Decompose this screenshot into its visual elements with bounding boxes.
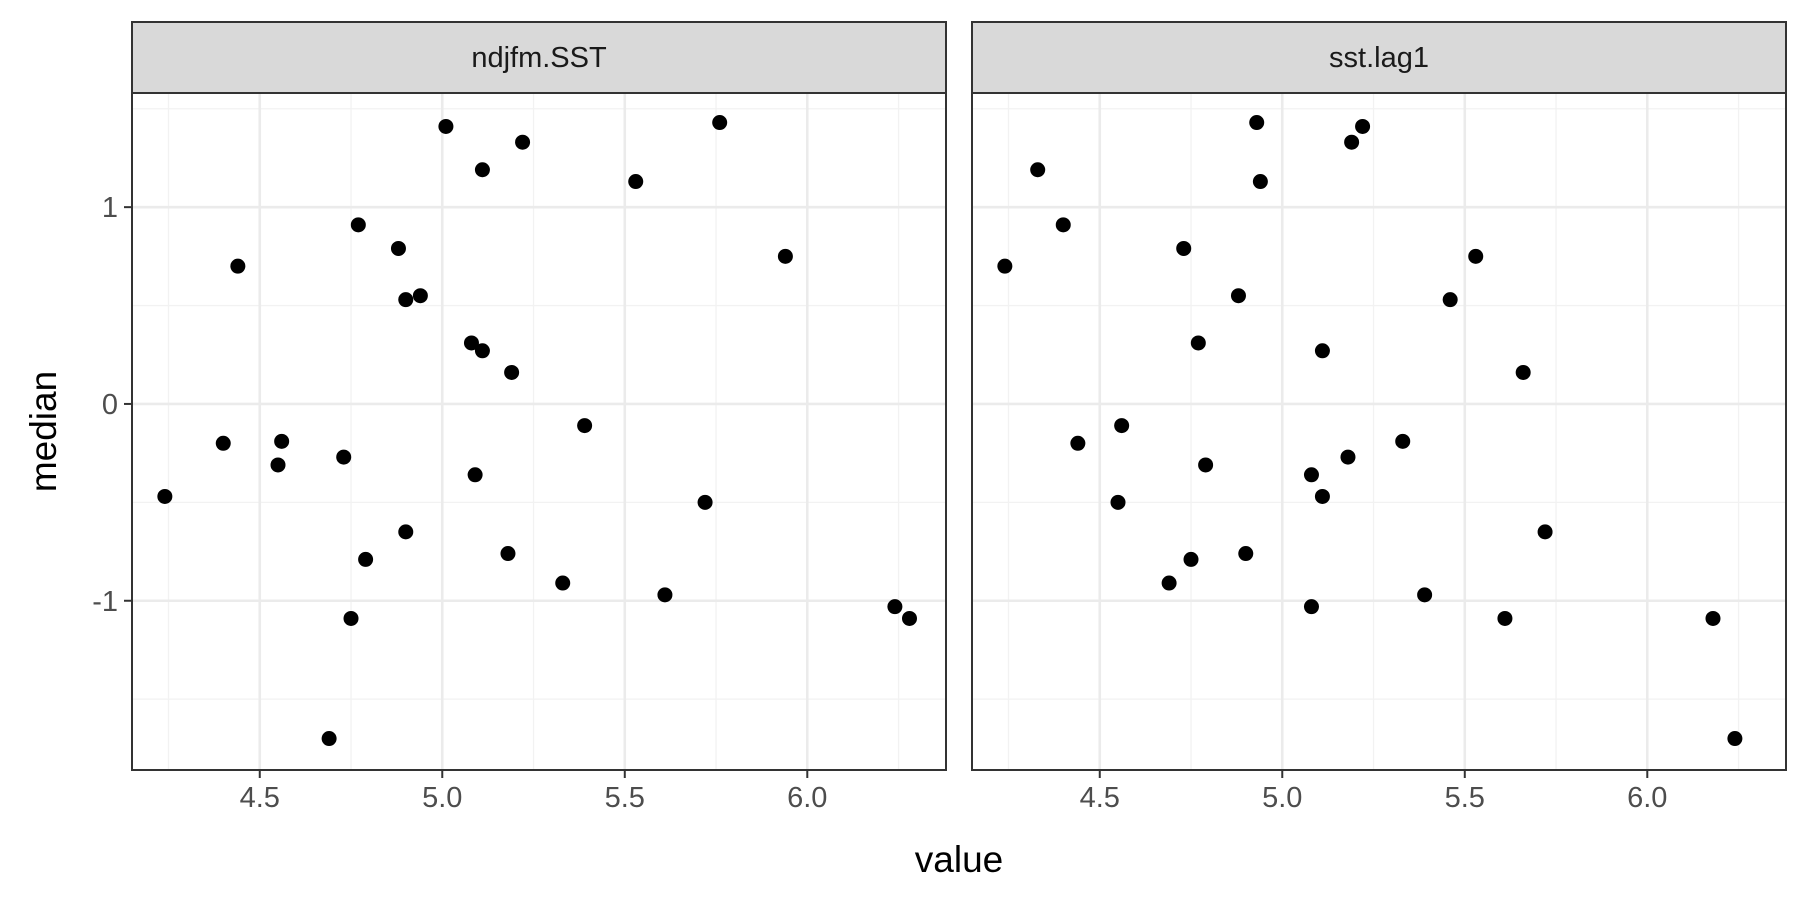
data-point (997, 258, 1013, 274)
data-point (1497, 610, 1513, 626)
data-point (467, 467, 483, 483)
data-point (1230, 288, 1246, 304)
data-point (358, 551, 374, 567)
y-axis: -1 0 1 (92, 192, 132, 618)
data-point (215, 435, 231, 451)
data-point (1468, 248, 1484, 264)
data-point (1340, 449, 1356, 465)
data-point (1303, 467, 1319, 483)
x-axis-title: value (915, 839, 1003, 880)
data-point (1442, 292, 1458, 308)
data-point (1314, 343, 1330, 359)
data-point (1249, 115, 1265, 131)
data-point (270, 457, 286, 473)
facet-strip-ndjfm-sst (131, 21, 947, 94)
data-point (1070, 435, 1086, 451)
data-point (887, 599, 903, 615)
panel-gridlines (972, 93, 1786, 770)
data-point (1176, 240, 1192, 256)
data-point (777, 248, 793, 264)
data-point (500, 546, 516, 562)
data-point (474, 162, 490, 178)
data-point (901, 610, 917, 626)
facet-panel-sst-lag1: sst.lag1 (971, 21, 1787, 771)
x-tick-label: 5.0 (422, 782, 462, 814)
data-point (1705, 610, 1721, 626)
data-point (1161, 575, 1177, 591)
data-point (157, 488, 173, 504)
data-point (1314, 488, 1330, 504)
y-tick-label: -1 (92, 586, 118, 618)
facet-label-ndjfm-sst: ndjfm.SST (471, 42, 607, 74)
data-point (412, 288, 428, 304)
data-point (398, 524, 414, 540)
x-tick-label: 4.5 (240, 782, 280, 814)
panel-gridlines (132, 93, 946, 770)
x-tick-label: 6.0 (787, 782, 827, 814)
data-point (463, 335, 479, 351)
data-point (1252, 174, 1268, 190)
data-point (1190, 335, 1206, 351)
data-point (1183, 551, 1199, 567)
y-axis-title: median (23, 371, 64, 492)
data-point (657, 587, 673, 603)
data-point (577, 418, 593, 434)
data-point (515, 134, 531, 150)
x-tick-label: 5.5 (605, 782, 645, 814)
y-tick-label: 0 (102, 389, 118, 421)
x-axis-sst-lag1: 4.5 5.0 5.5 6.0 (1080, 770, 1667, 814)
data-point (274, 433, 290, 449)
x-axis-ndjfm-sst: 4.5 5.0 5.5 6.0 (240, 770, 827, 814)
data-point (1238, 546, 1254, 562)
x-tick-label: 4.5 (1080, 782, 1120, 814)
data-point (1537, 524, 1553, 540)
data-point (1727, 731, 1743, 747)
facet-panel-ndjfm-sst: ndjfm.SST (131, 21, 947, 771)
data-point (1055, 217, 1071, 233)
points-ndjfm-sst (157, 115, 917, 747)
data-point (628, 174, 644, 190)
x-tick-label: 5.5 (1445, 782, 1485, 814)
x-tick-label: 5.0 (1262, 782, 1302, 814)
panel-background (972, 93, 1786, 770)
data-point (1198, 457, 1214, 473)
data-point (343, 610, 359, 626)
data-point (1417, 587, 1433, 603)
y-tick-label: 1 (102, 192, 118, 224)
data-point (438, 118, 454, 134)
data-point (1114, 418, 1130, 434)
data-point (230, 258, 246, 274)
data-point (1515, 364, 1531, 380)
data-point (1355, 118, 1371, 134)
data-point (697, 494, 713, 510)
facet-strip-sst-lag1 (971, 21, 1787, 94)
data-point (1344, 134, 1360, 150)
data-point (474, 343, 490, 359)
data-point (390, 240, 406, 256)
data-point (1030, 162, 1046, 178)
data-point (504, 364, 520, 380)
data-point (1395, 433, 1411, 449)
facet-label-sst-lag1: sst.lag1 (1329, 42, 1429, 74)
data-point (1110, 494, 1126, 510)
data-point (336, 449, 352, 465)
data-point (555, 575, 571, 591)
data-point (321, 731, 337, 747)
points-sst-lag1 (997, 115, 1743, 747)
data-point (398, 292, 414, 308)
panel-background (132, 93, 946, 770)
data-point (350, 217, 366, 233)
x-tick-label: 6.0 (1627, 782, 1667, 814)
data-point (1303, 599, 1319, 615)
data-point (712, 115, 728, 131)
